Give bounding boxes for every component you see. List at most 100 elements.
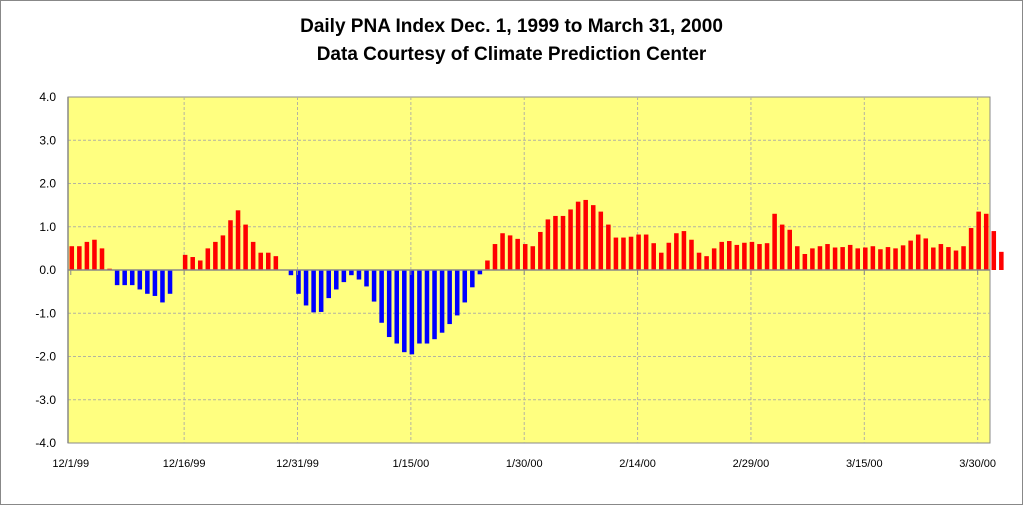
- bar: [795, 246, 800, 270]
- bar: [719, 241, 724, 270]
- bar: [432, 270, 437, 340]
- bar: [847, 244, 853, 270]
- bar: [643, 234, 649, 270]
- bar: [77, 246, 82, 270]
- bar: [507, 235, 513, 270]
- bar: [485, 260, 490, 270]
- bar: [802, 253, 808, 270]
- bar: [583, 199, 588, 270]
- bar: [976, 211, 981, 270]
- bar: [417, 270, 422, 344]
- bar: [349, 270, 354, 276]
- bar: [371, 270, 377, 302]
- bar: [598, 211, 604, 270]
- bar: [863, 247, 868, 270]
- bar: [704, 256, 709, 270]
- bar: [734, 244, 740, 270]
- bar: [205, 248, 211, 270]
- bar: [492, 244, 498, 270]
- bar: [651, 243, 656, 270]
- bar: [454, 270, 460, 316]
- y-tick-label: 2.0: [39, 177, 56, 191]
- bar: [334, 270, 339, 290]
- bar: [341, 270, 347, 283]
- bar: [409, 270, 415, 355]
- bar: [749, 241, 755, 270]
- bar: [689, 239, 694, 270]
- bar: [621, 237, 626, 270]
- x-tick-label: 3/15/00: [846, 458, 883, 470]
- bar: [923, 238, 929, 270]
- bar: [424, 270, 430, 344]
- bar: [628, 236, 634, 270]
- x-tick-label: 12/1/99: [52, 458, 89, 470]
- bar: [696, 252, 702, 270]
- bar: [636, 234, 641, 270]
- bar: [462, 270, 468, 303]
- bar: [515, 238, 520, 270]
- bar: [915, 234, 921, 270]
- bar: [243, 224, 248, 270]
- bar: [273, 256, 279, 270]
- bar: [364, 270, 369, 287]
- bar: [402, 270, 407, 353]
- bar: [908, 240, 913, 270]
- bar: [764, 243, 770, 270]
- bar: [938, 244, 944, 270]
- y-tick-label: 1.0: [39, 220, 56, 234]
- bar: [326, 270, 331, 299]
- bar: [560, 215, 566, 270]
- x-tick-label: 3/30/00: [959, 458, 996, 470]
- bar: [356, 270, 362, 280]
- bar: [727, 241, 732, 270]
- x-tick-label: 2/14/00: [619, 458, 656, 470]
- bar: [92, 239, 97, 270]
- bar: [999, 251, 1004, 270]
- bar: [69, 246, 75, 270]
- bar: [568, 209, 573, 270]
- bar: [613, 237, 619, 270]
- bar: [145, 270, 150, 294]
- bar: [953, 250, 959, 270]
- bar: [122, 270, 127, 286]
- bar: [553, 215, 558, 270]
- bar: [946, 247, 951, 270]
- bar: [197, 260, 203, 270]
- bar: [893, 248, 898, 270]
- bar: [318, 270, 324, 312]
- bar: [470, 270, 475, 288]
- bar: [832, 247, 838, 270]
- bar: [711, 248, 717, 270]
- bar: [84, 241, 90, 270]
- bar: [538, 231, 543, 270]
- bar: [870, 246, 876, 270]
- bar: [772, 213, 777, 270]
- bar: [160, 270, 165, 303]
- bar: [674, 233, 679, 270]
- bar: [810, 248, 815, 270]
- y-tick-label: 3.0: [39, 133, 56, 147]
- bar: [757, 244, 762, 270]
- bar: [266, 252, 271, 270]
- bar: [311, 270, 316, 313]
- bar: [961, 246, 966, 270]
- bar: [439, 270, 445, 333]
- bar: [213, 241, 218, 270]
- bar: [288, 270, 294, 276]
- bar: [129, 270, 135, 286]
- bar: [522, 244, 528, 270]
- bar: [575, 201, 581, 270]
- bar: [991, 231, 997, 270]
- bar: [500, 233, 505, 270]
- x-tick-label: 2/29/00: [733, 458, 770, 470]
- bar: [681, 231, 687, 270]
- bar: [296, 270, 301, 294]
- x-tick-label: 12/31/99: [276, 458, 319, 470]
- bar: [228, 220, 233, 270]
- x-tick-label: 1/30/00: [506, 458, 543, 470]
- y-tick-label: -2.0: [35, 350, 56, 364]
- bar: [658, 252, 664, 270]
- bar: [190, 257, 195, 270]
- bar: [606, 224, 611, 270]
- x-tick-label: 12/16/99: [163, 458, 206, 470]
